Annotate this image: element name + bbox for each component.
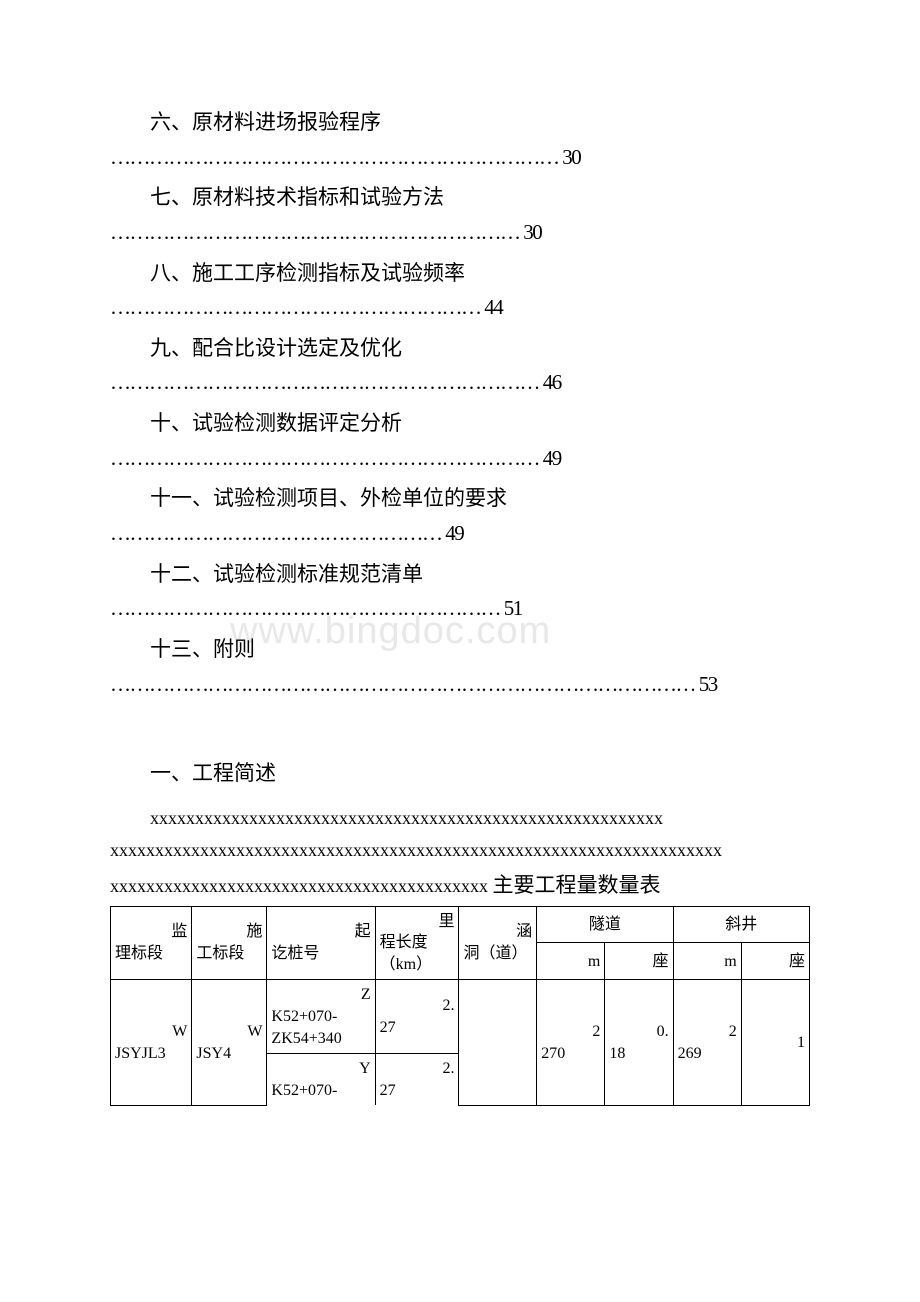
table-title: 主要工程量数量表: [493, 873, 661, 897]
toc-dots: …………………………………………………… 51: [110, 591, 810, 626]
body-text-line3: xxxxxxxxxxxxxxxxxxxxxxxxxxxxxxxxxxxxxxxx…: [110, 869, 810, 902]
toc-entry-7: 七、原材料技术指标和试验方法 ……………………………………………………… 30: [110, 180, 810, 249]
toc-dots: ……………………………………………………… 30: [110, 215, 810, 250]
toc-title: 九、配合比设计选定及优化: [110, 331, 810, 366]
th-tunnel-m: m: [537, 943, 605, 980]
td-construction: W JSY4: [192, 980, 267, 1105]
toc-dots: ………………………………………………………… 46: [110, 365, 810, 400]
th-shaft-m: m: [673, 943, 741, 980]
toc-title: 十、试验检测数据评定分析: [110, 406, 810, 441]
toc-title: 八、施工工序检测指标及试验频率: [110, 256, 810, 291]
td-tunnel-seat: 0. 18: [605, 980, 673, 1105]
td-shaft-m: 2 269: [673, 980, 741, 1105]
section-heading: 一、工程简述: [110, 757, 810, 787]
td-shaft-seat: 1: [741, 980, 809, 1105]
td-length-a: 2. 27: [375, 980, 459, 1054]
toc-entry-9: 九、配合比设计选定及优化 ………………………………………………………… 46: [110, 331, 810, 400]
toc-title: 十一、试验检测项目、外检单位的要求: [110, 481, 810, 516]
toc-title: 七、原材料技术指标和试验方法: [110, 180, 810, 215]
toc-entry-8: 八、施工工序检测指标及试验频率 ………………………………………………… 44: [110, 256, 810, 325]
table-header-row-1: 监 理标段 施 工标段 起 讫桩号 里 程长度（km） 涵 洞（道） 隧道 斜井: [111, 906, 810, 943]
body-text-line2: xxxxxxxxxxxxxxxxxxxxxxxxxxxxxxxxxxxxxxxx…: [110, 837, 810, 865]
table-row: W JSYJL3 W JSY4 Z K52+070-ZK54+340 2. 27…: [111, 980, 810, 1054]
td-stake-b: Y K52+070-: [267, 1054, 375, 1106]
toc-title: 十三、附则: [110, 632, 810, 667]
toc-entry-10: 十、试验检测数据评定分析 ………………………………………………………… 49: [110, 406, 810, 475]
td-supervision: W JSYJL3: [111, 980, 192, 1105]
toc-entry-12: 十二、试验检测标准规范清单 …………………………………………………… 51: [110, 557, 810, 626]
th-construction-section: 施 工标段: [192, 906, 267, 980]
toc-entry-13: 十三、附则 ……………………………………………………………………………… 53: [110, 632, 810, 701]
th-supervision-section: 监 理标段: [111, 906, 192, 980]
th-shaft: 斜井: [673, 906, 809, 943]
td-culvert: [459, 980, 537, 1105]
toc-dots: ………………………………………………………… 49: [110, 441, 810, 476]
th-length: 里 程长度（km）: [375, 906, 459, 980]
toc-entry-6: 六、原材料进场报验程序 …………………………………………………………… 30: [110, 105, 810, 174]
th-tunnel-seat: 座: [605, 943, 673, 980]
toc-dots: …………………………………………………………… 30: [110, 140, 810, 175]
td-stake-a: Z K52+070-ZK54+340: [267, 980, 375, 1054]
toc-entry-11: 十一、试验检测项目、外检单位的要求 …………………………………………… 49: [110, 481, 810, 550]
toc-title: 六、原材料进场报验程序: [110, 105, 810, 140]
th-stake-number: 起 讫桩号: [267, 906, 375, 980]
th-culvert: 涵 洞（道）: [459, 906, 537, 980]
toc-dots: …………………………………………… 49: [110, 516, 810, 551]
td-length-b: 2. 27: [375, 1054, 459, 1106]
th-tunnel: 隧道: [537, 906, 673, 943]
body-text-line1: xxxxxxxxxxxxxxxxxxxxxxxxxxxxxxxxxxxxxxxx…: [110, 805, 810, 833]
th-shaft-seat: 座: [741, 943, 809, 980]
quantity-table: 监 理标段 施 工标段 起 讫桩号 里 程长度（km） 涵 洞（道） 隧道 斜井: [110, 906, 810, 1106]
toc-dots: ……………………………………………………………………………… 53: [110, 667, 810, 702]
toc-dots: ………………………………………………… 44: [110, 290, 810, 325]
toc-title: 十二、试验检测标准规范清单: [110, 557, 810, 592]
td-tunnel-m: 2 270: [537, 980, 605, 1105]
